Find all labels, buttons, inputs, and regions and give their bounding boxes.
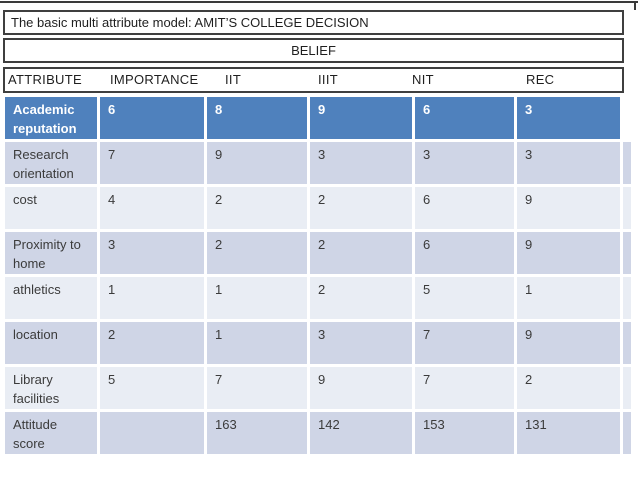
attribute-cell: cost — [5, 187, 97, 229]
value-cell: 3 — [310, 322, 412, 364]
value-cell: 1 — [207, 277, 307, 319]
table-row: Academic reputation 6 8 9 6 3 — [5, 97, 631, 139]
value-cell: 153 — [415, 412, 514, 454]
value-cell: 3 — [517, 142, 620, 184]
table-header-row: ATTRIBUTE IMPORTANCE IIT IIIT NIT REC — [3, 67, 624, 93]
column-header-importance: IMPORTANCE — [110, 72, 199, 87]
attribute-cell: Proximity to home — [5, 232, 97, 274]
row-edge-sliver — [623, 232, 631, 274]
attribute-table: Academic reputation 6 8 9 6 3 Research orienta… — [5, 97, 631, 457]
table-row: location 2 1 3 7 9 — [5, 322, 631, 364]
value-cell: 8 — [207, 97, 307, 139]
value-cell: 6 — [415, 187, 514, 229]
attribute-cell: Academic reputation — [5, 97, 97, 139]
column-header-rec: REC — [526, 72, 555, 87]
slide-right-border — [634, 1, 636, 10]
table-row: Proximity to home 3 2 2 6 9 — [5, 232, 631, 274]
value-cell: 7 — [100, 142, 204, 184]
belief-banner: BELIEF — [3, 38, 624, 63]
attribute-cell: location — [5, 322, 97, 364]
row-edge-sliver — [623, 97, 631, 139]
table-row: Attitude score 163 142 153 131 — [5, 412, 631, 454]
row-edge-sliver — [623, 367, 631, 409]
value-cell: 6 — [415, 232, 514, 274]
column-header-nit: NIT — [412, 72, 434, 87]
row-edge-sliver — [623, 277, 631, 319]
column-header-iiit: IIIT — [318, 72, 338, 87]
value-cell: 3 — [310, 142, 412, 184]
attribute-cell: Attitude score — [5, 412, 97, 454]
value-cell: 1 — [207, 322, 307, 364]
value-cell: 5 — [100, 367, 204, 409]
value-cell: 9 — [310, 367, 412, 409]
table-row: Research orientation 7 9 3 3 3 — [5, 142, 631, 184]
attribute-cell: Library facilities — [5, 367, 97, 409]
belief-label: BELIEF — [291, 43, 336, 58]
slide-title-box: The basic multi attribute model: AMIT’S … — [3, 10, 624, 35]
row-edge-sliver — [623, 187, 631, 229]
value-cell: 2 — [207, 232, 307, 274]
value-cell: 131 — [517, 412, 620, 454]
value-cell: 9 — [517, 187, 620, 229]
value-cell: 3 — [517, 97, 620, 139]
value-cell: 163 — [207, 412, 307, 454]
row-edge-sliver — [623, 412, 631, 454]
value-cell: 9 — [517, 232, 620, 274]
slide-title: The basic multi attribute model: AMIT’S … — [11, 15, 369, 30]
value-cell: 5 — [415, 277, 514, 319]
row-edge-sliver — [623, 322, 631, 364]
value-cell: 2 — [310, 187, 412, 229]
value-cell: 2 — [207, 187, 307, 229]
value-cell: 1 — [100, 277, 204, 319]
value-cell: 2 — [517, 367, 620, 409]
value-cell: 7 — [207, 367, 307, 409]
value-cell: 6 — [100, 97, 204, 139]
value-cell: 7 — [415, 367, 514, 409]
attribute-cell: athletics — [5, 277, 97, 319]
value-cell: 9 — [207, 142, 307, 184]
value-cell: 2 — [310, 277, 412, 319]
row-edge-sliver — [623, 142, 631, 184]
value-cell: 142 — [310, 412, 412, 454]
column-header-attribute: ATTRIBUTE — [8, 72, 82, 87]
value-cell: 6 — [415, 97, 514, 139]
value-cell: 1 — [517, 277, 620, 319]
slide-top-border — [0, 1, 638, 3]
table-row: cost 4 2 2 6 9 — [5, 187, 631, 229]
value-cell: 2 — [100, 322, 204, 364]
value-cell: 7 — [415, 322, 514, 364]
value-cell: 9 — [517, 322, 620, 364]
value-cell: 9 — [310, 97, 412, 139]
value-cell — [100, 412, 204, 454]
attribute-cell: Research orientation — [5, 142, 97, 184]
value-cell: 3 — [415, 142, 514, 184]
value-cell: 3 — [100, 232, 204, 274]
value-cell: 4 — [100, 187, 204, 229]
table-row: Library facilities 5 7 9 7 2 — [5, 367, 631, 409]
table-row: athletics 1 1 2 5 1 — [5, 277, 631, 319]
value-cell: 2 — [310, 232, 412, 274]
column-header-iit: IIT — [225, 72, 242, 87]
